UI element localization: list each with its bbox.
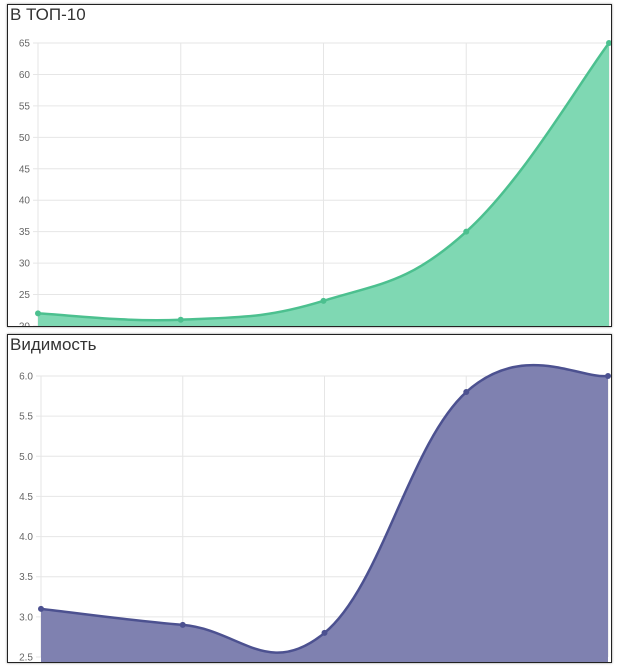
data-point [463,389,470,396]
y-tick-label: 6.0 [19,372,33,383]
y-tick-label: 40 [19,196,31,207]
data-point [38,605,44,612]
y-tick-label: 55 [19,101,31,112]
data-point [320,297,327,304]
data-point [606,40,611,46]
y-tick-label: 25 [19,290,31,301]
y-tick-label: 65 [19,39,31,50]
y-tick-label: 3.0 [19,612,33,623]
data-point [35,310,41,317]
top10-chart-panel: В ТОП-10 20 25 30 35 40 45 50 55 60 65 [7,4,612,327]
chart-title: В ТОП-10 [10,5,86,24]
y-tick-label: 30 [19,259,31,270]
data-point [177,316,184,323]
chart-title: Видимость [10,335,97,354]
y-tick-label: 4.5 [19,492,33,503]
y-tick-label: 60 [19,70,31,81]
y-tick-label: 5.5 [19,412,33,423]
y-tick-label: 45 [19,164,31,175]
y-tick-label: 35 [19,227,31,238]
y-tick-label: 3.5 [19,572,33,583]
series-line [40,363,609,654]
series-area [41,365,608,662]
visibility-chart-panel: Видимость 2.5 3.0 3.5 4.0 4.5 5.0 5.5 6.0 [7,334,612,663]
y-tick-label: 2.5 [19,653,33,663]
y-tick-label: 4.0 [19,532,33,543]
data-point [605,373,611,379]
y-tick-label: 5.0 [19,452,33,463]
data-point [463,228,470,235]
visibility-chart: 2.5 3.0 3.5 4.0 4.5 5.0 5.5 6.0 [19,363,611,663]
data-point [321,629,328,636]
data-point [179,621,186,628]
y-tick-label: 50 [19,133,31,144]
series-line [37,42,610,322]
y-tick-label: 20 [19,322,31,327]
top10-chart: 20 25 30 35 40 45 50 55 60 65 [19,39,611,327]
series-area [38,43,609,326]
